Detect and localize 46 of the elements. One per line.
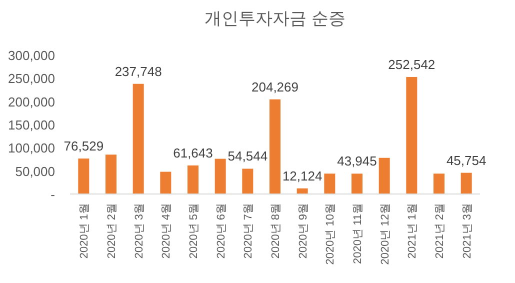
data-label: 54,544 [228, 148, 268, 164]
bar [132, 84, 144, 194]
data-label: 76,529 [64, 138, 104, 154]
data-label: 45,754 [446, 152, 486, 168]
bar [460, 172, 472, 194]
x-tick-label: 2020년 6월 [215, 203, 228, 259]
data-label: 237,748 [114, 64, 162, 79]
bar [160, 172, 172, 194]
y-tick-label: 200,000 [8, 94, 55, 110]
x-tick-label: 2020년 7월 [242, 203, 255, 259]
x-tick-label: 2020년 3월 [133, 203, 146, 259]
bar [378, 158, 390, 194]
x-tick-label: 2020년 5월 [188, 203, 200, 259]
x-tick-label: 2021년 2월 [434, 203, 446, 259]
x-tick-label: 2020년 8월 [270, 203, 282, 259]
bar [434, 174, 444, 194]
data-label: 204,269 [252, 79, 298, 94]
bar [324, 174, 336, 194]
y-tick-label: 300,000 [8, 48, 55, 63]
x-tick-label: 2020년 2월 [106, 203, 118, 259]
bar [352, 174, 362, 194]
bar [214, 158, 226, 194]
y-tick-label: 250,000 [8, 71, 55, 86]
y-tick-label: 150,000 [8, 118, 55, 132]
x-tick-label: 2020년 1월 [78, 203, 91, 259]
x-tick-label: 2020년 12월 [379, 203, 392, 265]
bar [270, 99, 280, 194]
data-label: 252,542 [388, 56, 436, 72]
x-tick-label: 2020년 9월 [297, 203, 310, 259]
bar [242, 168, 254, 194]
bar [188, 165, 198, 194]
x-tick-label: 2020년 11월 [352, 203, 364, 264]
data-label: 12,124 [282, 168, 322, 184]
data-label: 43,945 [337, 154, 377, 169]
x-tick-label: 2021년 1월 [406, 203, 419, 259]
x-tick-label: 2021년 3월 [461, 203, 474, 259]
bar [78, 158, 90, 194]
y-tick-label: 100,000 [8, 140, 55, 156]
y-tick-label: - [50, 187, 55, 202]
data-label: 61,643 [173, 145, 213, 160]
chart-title: 개인투자자금 순증 [204, 9, 346, 28]
x-tick-label: 2020년 4월 [160, 203, 173, 259]
bar [406, 76, 418, 194]
x-tick-label: 2020년 10월 [324, 203, 337, 265]
y-tick-label: 50,000 [15, 164, 55, 179]
bar [106, 154, 116, 194]
